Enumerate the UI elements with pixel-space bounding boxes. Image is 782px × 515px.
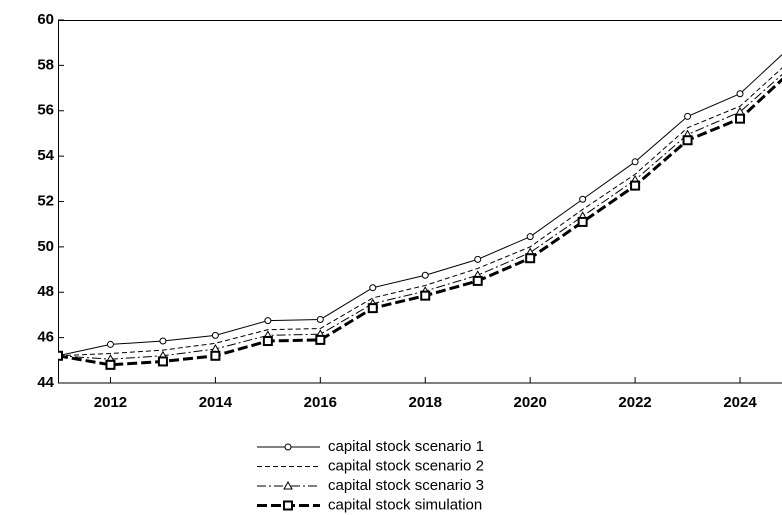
marker bbox=[211, 331, 219, 339]
marker bbox=[474, 255, 482, 263]
marker bbox=[315, 334, 326, 345]
x-tick-label: 2016 bbox=[304, 394, 337, 411]
marker bbox=[684, 112, 692, 120]
series-line bbox=[58, 67, 782, 357]
legend-label: capital stock scenario 2 bbox=[328, 457, 484, 474]
x-tick-label: 2012 bbox=[94, 394, 127, 411]
x-tick-label: 2018 bbox=[409, 394, 442, 411]
marker bbox=[631, 158, 639, 166]
y-tick-label: 60 bbox=[37, 11, 54, 28]
marker bbox=[579, 195, 587, 203]
marker bbox=[105, 359, 116, 370]
marker bbox=[283, 480, 293, 490]
marker bbox=[58, 350, 63, 361]
y-tick-label: 54 bbox=[37, 147, 54, 164]
x-tick-label: 2022 bbox=[618, 394, 651, 411]
marker bbox=[735, 113, 746, 124]
x-tick-label: 2020 bbox=[513, 394, 546, 411]
y-tick-label: 46 bbox=[37, 329, 54, 346]
y-tick-label: 44 bbox=[37, 374, 54, 391]
marker bbox=[284, 443, 292, 451]
y-tick-label: 56 bbox=[37, 102, 54, 119]
marker bbox=[283, 500, 293, 511]
legend-label: capital stock scenario 1 bbox=[328, 438, 484, 455]
series-line bbox=[58, 54, 782, 357]
y-tick-label: 48 bbox=[37, 283, 54, 300]
marker bbox=[262, 336, 273, 347]
marker bbox=[682, 135, 693, 146]
x-tick-label: 2014 bbox=[199, 394, 233, 411]
marker bbox=[420, 290, 431, 301]
legend-label: capital stock scenario 3 bbox=[328, 477, 484, 494]
y-tick-label: 58 bbox=[37, 56, 54, 73]
y-tick-label: 52 bbox=[37, 192, 54, 209]
marker bbox=[159, 337, 167, 345]
marker bbox=[157, 356, 168, 367]
marker bbox=[472, 275, 483, 286]
legend-label: capital stock simulation bbox=[328, 496, 482, 513]
series-line bbox=[58, 77, 782, 367]
marker bbox=[577, 216, 588, 227]
series-line bbox=[58, 74, 782, 360]
marker bbox=[264, 317, 272, 325]
plot-area bbox=[58, 54, 782, 370]
x-tick-label: 2024 bbox=[723, 394, 757, 411]
marker bbox=[369, 284, 377, 292]
marker bbox=[106, 340, 114, 348]
marker bbox=[210, 350, 221, 361]
marker bbox=[421, 271, 429, 279]
marker bbox=[525, 253, 536, 264]
marker bbox=[630, 180, 641, 191]
plot-frame bbox=[58, 20, 782, 384]
marker bbox=[526, 233, 534, 241]
marker bbox=[367, 303, 378, 314]
y-tick-label: 50 bbox=[37, 238, 54, 255]
marker bbox=[736, 90, 744, 98]
marker bbox=[316, 315, 324, 323]
